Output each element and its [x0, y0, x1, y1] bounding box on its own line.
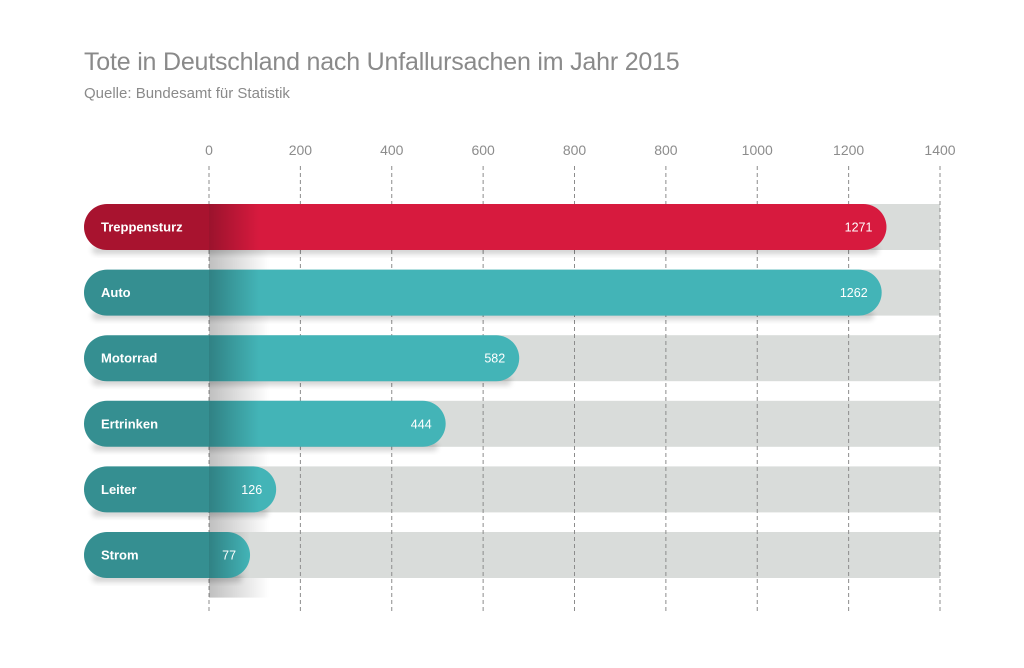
- x-tick-label: 800: [654, 142, 678, 158]
- bar: [209, 269, 882, 316]
- value-label: 582: [484, 352, 505, 366]
- value-label: 444: [411, 417, 432, 431]
- category-label: Auto: [101, 285, 131, 300]
- category-pill: [84, 400, 209, 447]
- x-tick-label: 1200: [833, 142, 864, 158]
- fold-shadow: [209, 446, 269, 467]
- x-tick-label: 1000: [742, 142, 773, 158]
- category-pill: [84, 335, 209, 382]
- bar: [209, 335, 520, 382]
- value-label: 1262: [840, 286, 868, 300]
- fold-shadow: [209, 315, 269, 336]
- bar: [209, 400, 446, 447]
- bar-group: Auto 1262: [84, 269, 882, 336]
- fold-shadow: [209, 578, 269, 598]
- bar-fold: [209, 400, 259, 447]
- fold-shadow: [209, 381, 269, 401]
- fold-shadow: [209, 512, 269, 532]
- bar-fold: [209, 269, 259, 316]
- x-tick-label: 600: [471, 142, 495, 158]
- value-label: 126: [241, 483, 262, 497]
- x-tick-label: 1400: [924, 142, 955, 158]
- x-tick-label: 800: [563, 142, 587, 158]
- bar-group: Ertrinken 444: [84, 400, 446, 467]
- bar-group: Treppensturz 1271: [84, 204, 887, 270]
- bar: [209, 204, 887, 250]
- value-label: 77: [222, 549, 236, 563]
- category-label: Motorrad: [101, 351, 157, 366]
- chart-title: Tote in Deutschland nach Unfallursachen …: [84, 48, 680, 76]
- bar-group: Motorrad 582: [84, 335, 520, 401]
- value-label: 1271: [845, 221, 873, 235]
- category-pill: [84, 532, 209, 578]
- category-label: Leiter: [101, 482, 136, 497]
- category-pill: [84, 204, 209, 250]
- category-label: Ertrinken: [101, 416, 158, 431]
- x-tick-label: 400: [380, 142, 404, 158]
- bar-group: Strom 77: [84, 532, 269, 598]
- category-label: Treppensturz: [101, 220, 183, 235]
- x-tick-label: 200: [289, 142, 313, 158]
- bar-fold: [209, 532, 251, 578]
- bar-group: Leiter 126: [83, 466, 277, 532]
- bar-fold: [209, 204, 259, 250]
- category-pill: [83, 466, 209, 513]
- bar-fold: [209, 335, 259, 382]
- bar-fold: [209, 466, 259, 513]
- fold-shadow: [209, 250, 269, 270]
- category-label: Strom: [101, 548, 139, 563]
- x-tick-label: 0: [205, 142, 213, 158]
- category-pill: [84, 269, 209, 316]
- chart-subtitle: Quelle: Bundesamt für Statistik: [84, 85, 290, 102]
